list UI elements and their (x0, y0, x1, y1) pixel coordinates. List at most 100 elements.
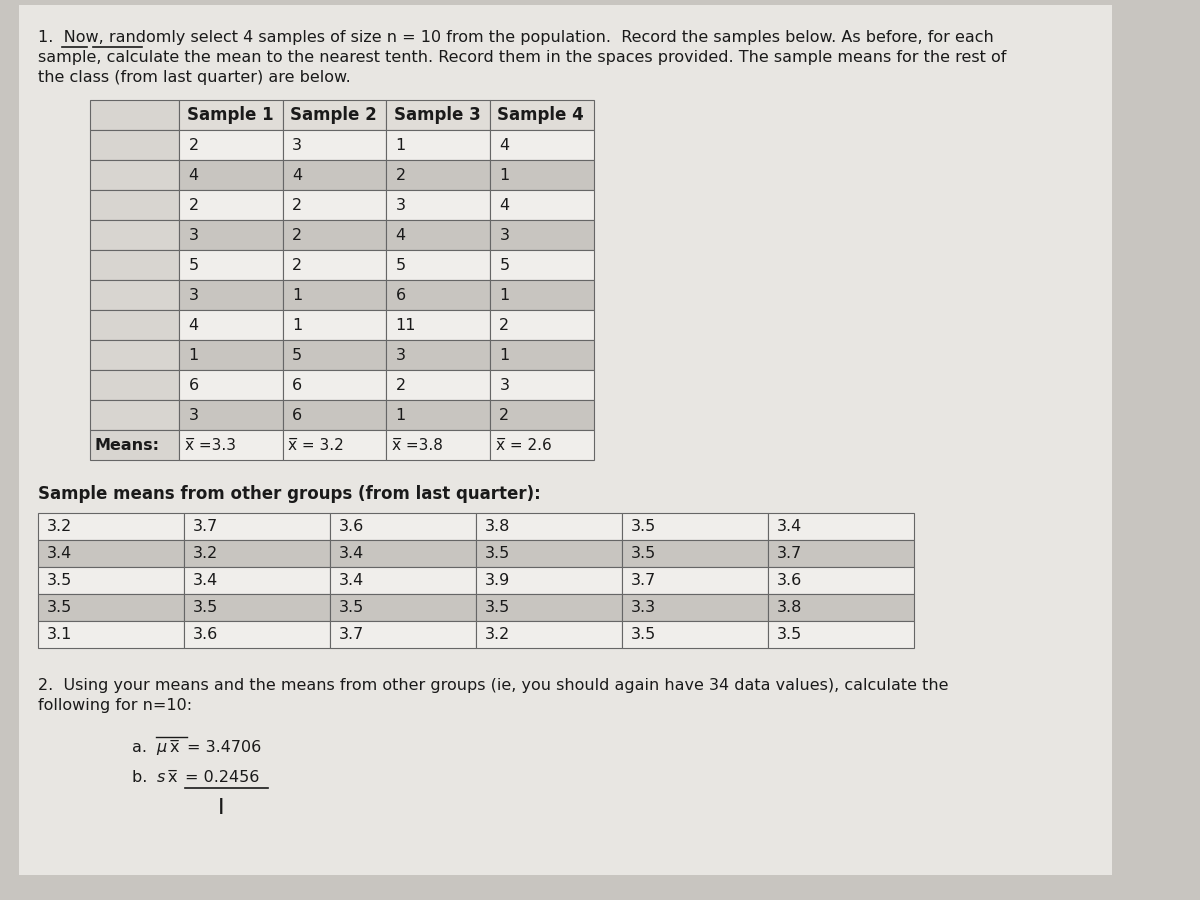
Text: Sample 3: Sample 3 (394, 106, 480, 124)
Text: x̅: x̅ (168, 770, 178, 785)
Text: x̅ =3.3: x̅ =3.3 (185, 437, 235, 453)
Text: 1: 1 (292, 287, 302, 302)
Bar (179, 370, 283, 400)
Text: 3: 3 (396, 197, 406, 212)
Text: 2: 2 (499, 408, 510, 422)
Bar (490, 160, 594, 190)
Bar (330, 567, 476, 594)
Text: 4: 4 (292, 167, 302, 183)
Bar (283, 310, 386, 340)
Bar (90, 130, 179, 160)
Text: the class (from last quarter) are below.: the class (from last quarter) are below. (37, 70, 350, 85)
Text: 3.5: 3.5 (778, 627, 803, 642)
Bar (283, 190, 386, 220)
Bar (179, 280, 283, 310)
Text: μ: μ (156, 740, 167, 755)
Bar (283, 220, 386, 250)
Bar (37, 621, 184, 648)
Text: 3.5: 3.5 (47, 600, 72, 615)
Text: 3.7: 3.7 (193, 519, 218, 534)
Bar (283, 280, 386, 310)
Bar (90, 400, 179, 430)
Text: 3.5: 3.5 (193, 600, 218, 615)
Text: 3.2: 3.2 (193, 546, 218, 561)
Text: 3.2: 3.2 (485, 627, 510, 642)
Bar (37, 567, 184, 594)
Bar (179, 400, 283, 430)
Text: 2: 2 (188, 138, 198, 152)
Bar (386, 310, 490, 340)
Text: 3.7: 3.7 (778, 546, 803, 561)
Text: following for n=10:: following for n=10: (37, 698, 192, 713)
Bar (184, 567, 330, 594)
Text: 2: 2 (499, 318, 510, 332)
Bar (179, 190, 283, 220)
Text: 3.5: 3.5 (340, 600, 365, 615)
Text: 2: 2 (396, 377, 406, 392)
Text: 4: 4 (499, 197, 510, 212)
Bar (622, 594, 768, 621)
Bar (330, 594, 476, 621)
Text: 3.1: 3.1 (47, 627, 72, 642)
Text: 3.5: 3.5 (485, 600, 510, 615)
Text: 1: 1 (396, 408, 406, 422)
Text: 3.6: 3.6 (340, 519, 365, 534)
Bar (386, 190, 490, 220)
Bar (184, 513, 330, 540)
Text: 3.4: 3.4 (47, 546, 72, 561)
Bar (490, 220, 594, 250)
Text: 1: 1 (499, 347, 510, 363)
Bar (768, 513, 914, 540)
Bar (622, 567, 768, 594)
Bar (90, 250, 179, 280)
Bar (476, 540, 622, 567)
Bar (768, 540, 914, 567)
Text: = 3.4706: = 3.4706 (186, 740, 260, 755)
Text: 3: 3 (292, 138, 302, 152)
Text: 2.  Using your means and the means from other groups (ie, you should again have : 2. Using your means and the means from o… (37, 678, 948, 693)
Text: 2: 2 (292, 257, 302, 273)
Bar (490, 190, 594, 220)
Text: 3.4: 3.4 (193, 573, 218, 588)
Text: Sample means from other groups (from last quarter):: Sample means from other groups (from las… (37, 485, 540, 503)
Bar (476, 621, 622, 648)
Bar (386, 160, 490, 190)
Text: 4: 4 (499, 138, 510, 152)
Text: x̅ =3.8: x̅ =3.8 (392, 437, 443, 453)
Bar (476, 567, 622, 594)
Bar (90, 190, 179, 220)
Text: Sample 1: Sample 1 (186, 106, 274, 124)
Bar (184, 594, 330, 621)
Text: 3.6: 3.6 (193, 627, 218, 642)
Bar (179, 250, 283, 280)
Bar (490, 370, 594, 400)
Bar (768, 621, 914, 648)
Bar (386, 220, 490, 250)
Text: 4: 4 (188, 167, 198, 183)
Text: a.: a. (132, 740, 157, 755)
Text: 2: 2 (292, 197, 302, 212)
Bar (490, 100, 594, 130)
Text: Sample 4: Sample 4 (498, 106, 584, 124)
Text: b.: b. (132, 770, 157, 785)
Bar (37, 540, 184, 567)
Bar (179, 100, 283, 130)
Text: 6: 6 (292, 377, 302, 392)
Bar (283, 250, 386, 280)
Text: 3.2: 3.2 (47, 519, 72, 534)
Text: 3.4: 3.4 (778, 519, 803, 534)
Text: x̅: x̅ (169, 740, 179, 755)
Text: 1: 1 (499, 167, 510, 183)
Bar (90, 280, 179, 310)
Text: 3.9: 3.9 (485, 573, 510, 588)
Text: 11: 11 (396, 318, 416, 332)
Text: sample, calculate the mean to the nearest tenth. Record them in the spaces provi: sample, calculate the mean to the neares… (37, 50, 1006, 65)
Text: 3.8: 3.8 (778, 600, 803, 615)
Bar (90, 370, 179, 400)
Bar (184, 621, 330, 648)
Bar (622, 540, 768, 567)
Bar (179, 430, 283, 460)
Bar (622, 621, 768, 648)
Text: 3.7: 3.7 (340, 627, 365, 642)
Bar (490, 340, 594, 370)
